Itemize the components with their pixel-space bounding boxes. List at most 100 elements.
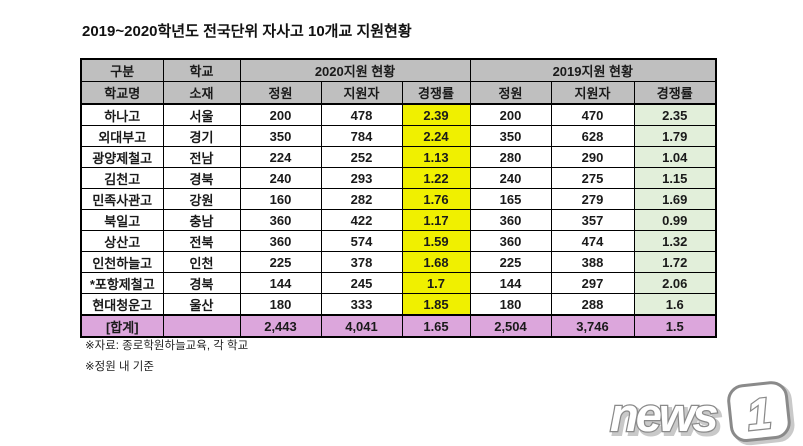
region: 울산 <box>162 293 241 316</box>
region: 전북 <box>162 230 241 252</box>
applicants-2020: 252 <box>320 146 403 168</box>
footnotes: ※자료: 종로학원하늘교육, 각 학교 ※정원 내 기준 <box>85 336 248 378</box>
total-ratio-2019: 1.5 <box>633 314 717 338</box>
ratio-2019: 2.35 <box>633 103 717 126</box>
total-region-empty <box>162 314 241 338</box>
col-header-region: 소재 <box>162 81 241 105</box>
school-name: 민족사관고 <box>80 188 164 210</box>
table-row: 민족사관고 강원 160 282 1.76 165 279 1.69 <box>80 188 717 210</box>
applicants-2019: 388 <box>550 251 635 273</box>
ratio-2019: 1.72 <box>633 251 717 273</box>
quota-2019: 360 <box>469 230 552 252</box>
col-header-ratio-2020: 경쟁률 <box>401 81 471 105</box>
col-header-applicants-2019: 지원자 <box>550 81 635 105</box>
ratio-2020: 1.68 <box>401 251 471 273</box>
applicants-2020: 282 <box>320 188 403 210</box>
quota-2020: 360 <box>239 209 322 231</box>
table-row: 외대부고 경기 350 784 2.24 350 628 1.79 <box>80 125 717 147</box>
ratio-2019: 1.15 <box>633 167 717 189</box>
applicants-2019: 470 <box>550 103 635 126</box>
col-header-school-name: 학교명 <box>80 81 164 105</box>
news1-logo: news news 1 <box>592 379 803 446</box>
quota-2019: 180 <box>469 293 552 316</box>
quota-2019: 280 <box>469 146 552 168</box>
ratio-2020: 1.13 <box>401 146 471 168</box>
region: 경기 <box>162 125 241 147</box>
table-row: 하나고 서울 200 478 2.39 200 470 2.35 <box>80 103 717 126</box>
ratio-2019: 1.79 <box>633 125 717 147</box>
school-name: 광양제철고 <box>80 146 164 168</box>
col-header-applicants-2020: 지원자 <box>320 81 403 105</box>
total-applicants-2020: 4,041 <box>320 314 403 338</box>
header-gubun: 구분 <box>80 58 164 82</box>
quota-2020: 200 <box>239 103 322 126</box>
quota-2020: 360 <box>239 230 322 252</box>
quota-2019: 165 <box>469 188 552 210</box>
total-quota-2020: 2,443 <box>239 314 322 338</box>
quota-2020: 144 <box>239 272 322 294</box>
total-row: [합계] 2,443 4,041 1.65 2,504 3,746 1.5 <box>80 314 717 338</box>
news1-logo-graphic: news news 1 <box>609 381 795 446</box>
quota-2019: 350 <box>469 125 552 147</box>
header-group-2020: 2020지원 현황 <box>239 58 471 82</box>
ratio-2019: 1.04 <box>633 146 717 168</box>
quota-2020: 160 <box>239 188 322 210</box>
quota-2020: 180 <box>239 293 322 316</box>
region: 강원 <box>162 188 241 210</box>
ratio-2020: 1.7 <box>401 272 471 294</box>
applicants-2020: 245 <box>320 272 403 294</box>
ratio-2019: 0.99 <box>633 209 717 231</box>
ratio-2020: 2.39 <box>401 103 471 126</box>
applicants-2020: 422 <box>320 209 403 231</box>
col-header-ratio-2019: 경쟁률 <box>633 81 717 105</box>
ratio-2019: 2.06 <box>633 272 717 294</box>
table-row: 현대청운고 울산 180 333 1.85 180 288 1.6 <box>80 293 717 316</box>
ratio-2019: 1.32 <box>633 230 717 252</box>
total-ratio-2020: 1.65 <box>401 314 471 338</box>
table-row: 상산고 전북 360 574 1.59 360 474 1.32 <box>80 230 717 252</box>
quota-2020: 240 <box>239 167 322 189</box>
footnote-source: ※자료: 종로학원하늘교육, 각 학교 <box>85 340 249 352</box>
school-name: 인천하늘고 <box>80 251 164 273</box>
quota-2019: 225 <box>469 251 552 273</box>
region: 경북 <box>162 167 241 189</box>
quota-2019: 144 <box>469 272 552 294</box>
region: 인천 <box>162 251 241 273</box>
page-title: 2019~2020학년도 전국단위 자사고 10개교 지원현황 <box>82 23 412 40</box>
total-quota-2019: 2,504 <box>469 314 552 338</box>
region: 서울 <box>162 103 241 126</box>
applicants-2020: 478 <box>320 103 403 126</box>
quota-2019: 240 <box>469 167 552 189</box>
quota-2020: 350 <box>239 125 322 147</box>
ratio-2019: 1.6 <box>633 293 717 316</box>
news1-word: news <box>610 388 717 441</box>
header-row-groups: 구분 학교 2020지원 현황 2019지원 현황 <box>80 58 717 82</box>
school-name: *포항제철고 <box>80 272 164 294</box>
news1-word-shadow: news <box>613 391 720 444</box>
news1-box <box>727 381 791 443</box>
applicants-2019: 279 <box>550 188 635 210</box>
region: 전남 <box>162 146 241 168</box>
applicants-2020: 784 <box>320 125 403 147</box>
table-row: 북일고 충남 360 422 1.17 360 357 0.99 <box>80 209 717 231</box>
ratio-2019: 1.69 <box>633 188 717 210</box>
school-name: 현대청운고 <box>80 293 164 316</box>
quota-2019: 360 <box>469 209 552 231</box>
header-row-columns: 학교명 소재 정원 지원자 경쟁률 정원 지원자 경쟁률 <box>80 81 717 105</box>
school-name: 김천고 <box>80 167 164 189</box>
table-row: *포항제철고 경북 144 245 1.7 144 297 2.06 <box>80 272 717 294</box>
region: 충남 <box>162 209 241 231</box>
applicants-2020: 378 <box>320 251 403 273</box>
ratio-2020: 1.22 <box>401 167 471 189</box>
ratio-2020: 1.17 <box>401 209 471 231</box>
applicants-2020: 574 <box>320 230 403 252</box>
ratio-2020: 1.59 <box>401 230 471 252</box>
news1-one: 1 <box>745 389 774 440</box>
quota-2020: 224 <box>239 146 322 168</box>
applicants-2019: 297 <box>550 272 635 294</box>
applicants-2019: 290 <box>550 146 635 168</box>
applicants-2019: 357 <box>550 209 635 231</box>
school-name: 북일고 <box>80 209 164 231</box>
total-label: [합계] <box>80 314 164 338</box>
